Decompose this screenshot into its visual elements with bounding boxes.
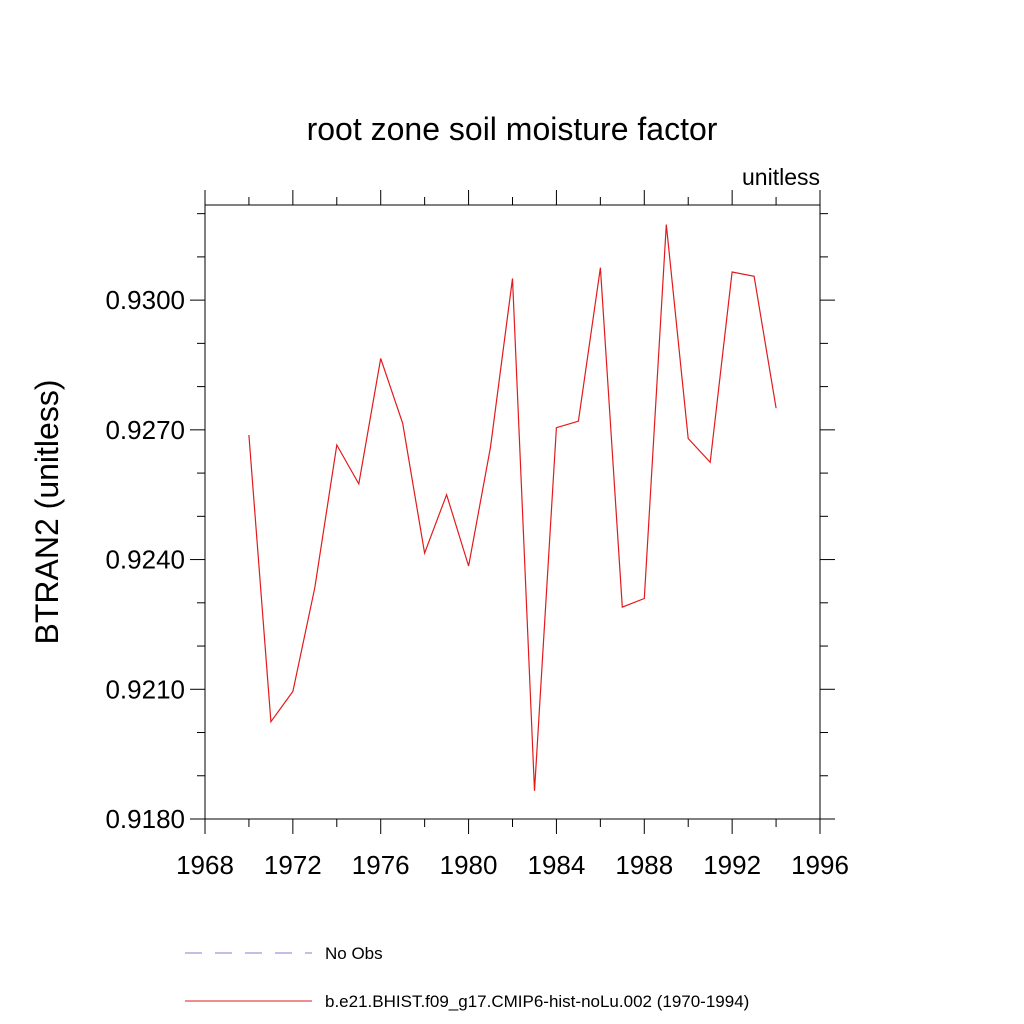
y-tick-label: 0.9240 [105,545,185,575]
series-line [248,224,777,791]
tick-labels: 1968 1972 1976 1980 1984 1988 1992 1996 0.9180 0.… [105,285,848,880]
x-tick-label: 1992 [703,850,761,880]
y-tick-label: 0.9300 [105,285,185,315]
y-axis-label: BTRAN2 (unitless) [29,380,65,645]
chart-title: root zone soil moisture factor [307,111,718,147]
x-tick-label: 1996 [791,850,849,880]
y-tick-label: 0.9180 [105,804,185,834]
legend-label: No Obs [325,944,383,963]
series-layer [248,224,777,791]
x-tick-label: 1968 [176,850,234,880]
x-tick-label: 1980 [440,850,498,880]
plot-frame [204,204,821,820]
x-tick-label: 1972 [264,850,322,880]
x-tick-label: 1976 [352,850,410,880]
x-tick-label: 1984 [528,850,586,880]
units-label: unitless [742,164,820,190]
y-tick-label: 0.9210 [105,674,185,704]
axis-ticks [190,190,835,834]
legend-label: b.e21.BHIST.f09_g17.CMIP6-hist-noLu.002 … [325,992,749,1011]
x-tick-label: 1988 [615,850,673,880]
y-tick-label: 0.9270 [105,415,185,445]
legend: No Obs b.e21.BHIST.f09_g17.CMIP6-hist-noL… [185,944,749,1011]
